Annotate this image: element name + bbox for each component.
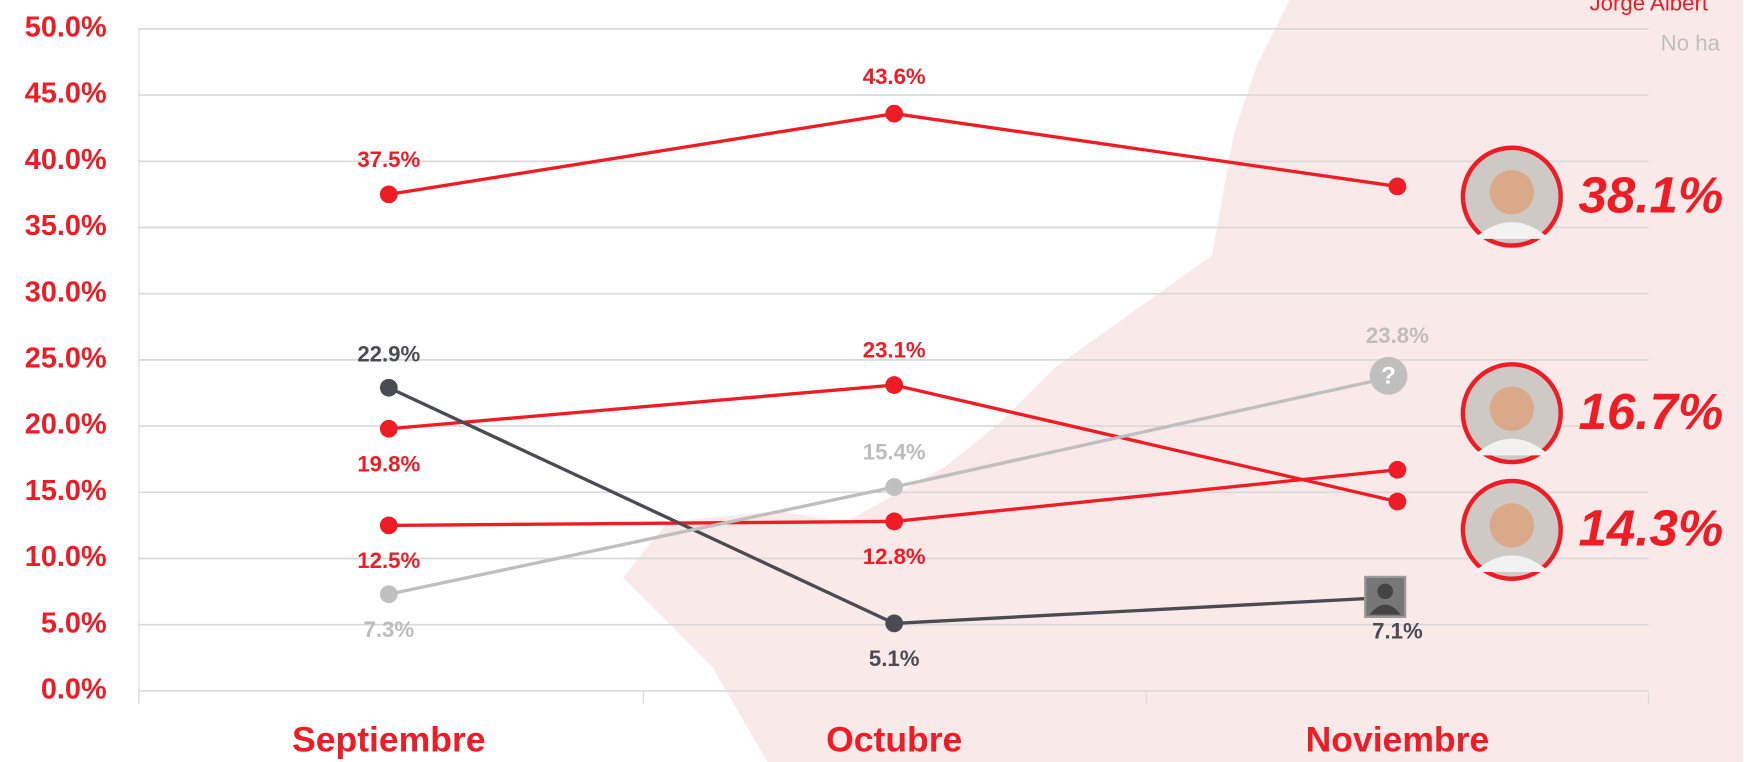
y-tick-label: 5.0%	[41, 607, 107, 639]
marker	[885, 105, 903, 123]
marker	[380, 186, 398, 204]
marker	[380, 517, 398, 535]
value-label: 19.8%	[357, 451, 420, 476]
value-label: 15.4%	[863, 440, 926, 465]
y-tick-label: 30.0%	[25, 276, 107, 308]
marker	[380, 420, 398, 438]
marker	[1389, 178, 1407, 196]
y-tick-label: 40.0%	[25, 144, 107, 176]
marker	[885, 478, 903, 496]
value-label: 23.1%	[863, 338, 926, 363]
value-label: 22.9%	[357, 341, 420, 366]
marker	[885, 376, 903, 394]
x-tick-label: Septiembre	[292, 719, 486, 759]
y-tick-label: 25.0%	[25, 343, 107, 375]
y-tick-label: 35.0%	[25, 210, 107, 242]
end-value-label: 38.1%	[1578, 166, 1723, 223]
photo-face	[1490, 503, 1534, 547]
value-label: 43.6%	[863, 64, 926, 89]
x-tick-label: Noviembre	[1306, 719, 1490, 759]
value-label: 5.1%	[869, 646, 920, 671]
icon-glyph	[1377, 584, 1393, 600]
marker	[380, 585, 398, 603]
value-label: 37.5%	[357, 147, 420, 172]
value-label: 12.8%	[863, 544, 926, 569]
end-value-label: 14.3%	[1578, 500, 1723, 557]
x-tick-label: Octubre	[826, 719, 962, 759]
end-value-label: 16.7%	[1578, 383, 1723, 440]
marker	[380, 379, 398, 397]
y-tick-label: 50.0%	[25, 12, 107, 44]
y-tick-label: 45.0%	[25, 78, 107, 110]
value-label: 7.1%	[1372, 618, 1423, 643]
marker	[1389, 461, 1407, 479]
marker	[1389, 493, 1407, 511]
value-label: 7.3%	[364, 617, 415, 642]
y-tick-label: 0.0%	[41, 674, 107, 706]
marker	[885, 513, 903, 531]
value-label: 23.8%	[1366, 323, 1429, 348]
legend-entry: Jorge Albert	[1590, 0, 1709, 15]
page: Jorge Albert No ha 0.0% 5.0% 10.0% 15.0% 20.…	[0, 0, 1744, 762]
photo-face	[1490, 170, 1534, 214]
y-tick-label: 10.0%	[25, 541, 107, 573]
y-tick-label: 20.0%	[25, 409, 107, 441]
value-label: 12.5%	[357, 548, 420, 573]
photo-face	[1490, 387, 1534, 431]
y-tick-label: 15.0%	[25, 475, 107, 507]
marker	[885, 614, 903, 632]
legend-entry: No ha	[1661, 30, 1721, 55]
background-silhouette	[623, 0, 1743, 762]
chart: Jorge Albert No ha 0.0% 5.0% 10.0% 15.0% 20.…	[0, 0, 1744, 762]
icon-glyph: ?	[1381, 362, 1396, 389]
